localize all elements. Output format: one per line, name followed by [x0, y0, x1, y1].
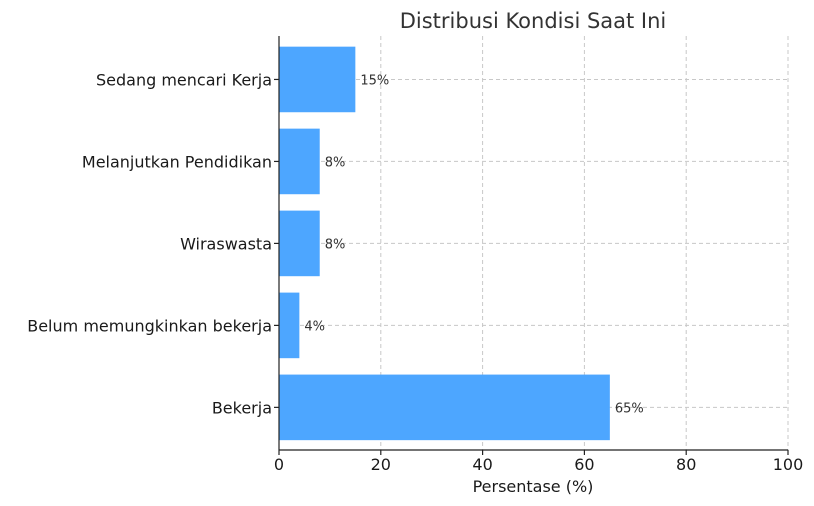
x-axis-label: Persentase (%)	[473, 477, 594, 496]
bar	[279, 374, 610, 441]
x-tick-label: 0	[274, 455, 284, 474]
data-labels: 65% 4% 8% 8% 15%	[304, 73, 643, 416]
data-label: 65%	[615, 401, 644, 416]
data-label: 15%	[360, 73, 389, 88]
data-label: 8%	[325, 237, 346, 252]
x-tick-label: 40	[472, 455, 492, 474]
category-label: Sedang mencari Kerja	[96, 70, 272, 89]
bar	[279, 46, 356, 113]
bar	[279, 210, 320, 277]
category-label: Melanjutkan Pendidikan	[82, 152, 272, 171]
ticks-layer: 0 20 40 60 80 100	[274, 78, 804, 474]
category-label: Belum memungkinkan bekerja	[27, 316, 272, 335]
x-tick-label: 60	[574, 455, 594, 474]
bars-layer	[279, 46, 610, 441]
category-label: Bekerja	[212, 398, 272, 417]
x-tick-label: 20	[371, 455, 391, 474]
chart-title: Distribusi Kondisi Saat Ini	[400, 9, 667, 33]
category-label: Wiraswasta	[180, 234, 272, 253]
data-label: 4%	[304, 319, 325, 334]
x-tick-label: 80	[676, 455, 696, 474]
x-tick-label: 100	[773, 455, 804, 474]
bar	[279, 128, 320, 195]
bar	[279, 292, 300, 359]
data-label: 8%	[325, 155, 346, 170]
category-labels: Bekerja Belum memungkinkan bekerja Wiraswa…	[27, 70, 272, 417]
